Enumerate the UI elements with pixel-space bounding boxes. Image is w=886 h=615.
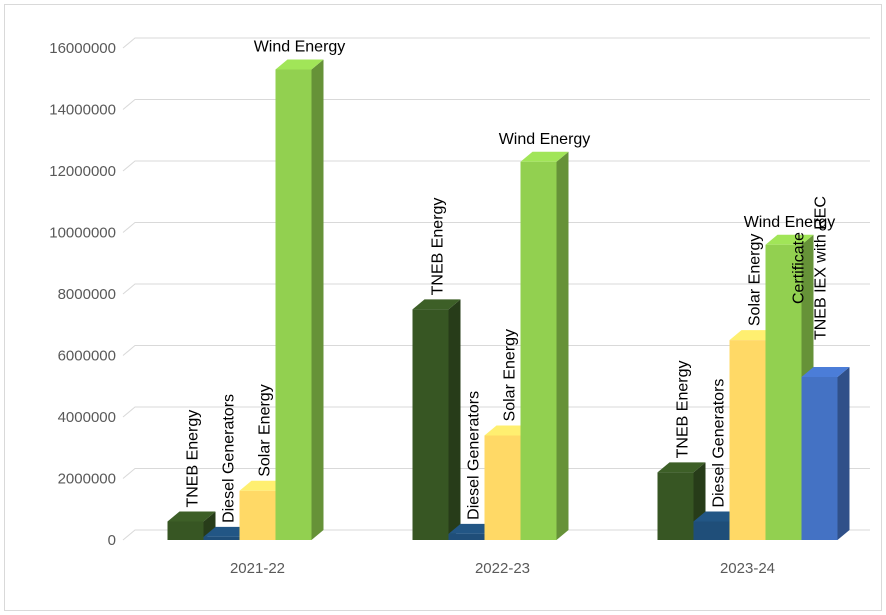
bar-face — [801, 377, 838, 540]
grid-line — [122, 529, 870, 541]
data-label: Solar Energy — [502, 329, 519, 422]
y-tick-label: 0 — [108, 532, 116, 549]
bar-face — [448, 299, 461, 540]
x-tick-label: 2022-23 — [475, 560, 530, 577]
y-tick-label: 8000000 — [58, 286, 116, 303]
data-label: TNEB Energy — [185, 410, 202, 508]
data-label: Wind Energy — [254, 39, 346, 56]
bar-face — [167, 521, 204, 540]
bar-face — [657, 462, 706, 473]
bar-face — [801, 367, 850, 378]
data-label: TNEB Energy — [430, 198, 447, 296]
bar-face — [311, 59, 324, 541]
grid-line — [122, 468, 870, 479]
data-label: Diesel Generators — [221, 394, 238, 523]
grid-line — [122, 283, 870, 295]
bar-face — [765, 244, 802, 541]
bar-face — [657, 472, 694, 540]
bar — [412, 299, 461, 540]
bar-face — [448, 533, 485, 540]
grid-line — [122, 345, 870, 356]
bar-face — [556, 151, 569, 540]
bar-face — [520, 151, 569, 162]
y-tick-label: 12000000 — [49, 163, 116, 180]
bar-face — [837, 367, 850, 540]
bar — [167, 511, 216, 540]
data-label: Diesel Generators — [466, 391, 483, 520]
y-tick-label: 2000000 — [58, 471, 116, 488]
data-label: Wind Energy — [499, 131, 591, 148]
bar — [801, 367, 850, 540]
bar-face — [203, 511, 216, 540]
bar — [520, 151, 569, 540]
data-label: Solar Energy — [257, 384, 274, 477]
data-label: TNEB IEX with RECCertificate — [791, 196, 830, 340]
data-label: Diesel Generators — [711, 379, 728, 508]
bar-face — [765, 234, 814, 245]
grid-line — [122, 406, 870, 418]
bar-face — [693, 521, 730, 540]
grid-line — [122, 99, 870, 110]
grid-line — [122, 37, 870, 49]
bar — [275, 59, 324, 541]
x-tick-label: 2023-24 — [720, 560, 775, 577]
grid-line — [122, 160, 870, 172]
y-tick-label: 4000000 — [58, 409, 116, 426]
bar-face — [520, 161, 557, 540]
y-tick-label: 10000000 — [49, 225, 116, 242]
data-label: Wind Energy — [744, 214, 836, 231]
y-tick-label: 6000000 — [58, 348, 116, 365]
grid-line — [122, 222, 870, 233]
y-tick-label: 14000000 — [49, 102, 116, 119]
y-tick-label: 16000000 — [49, 40, 116, 57]
bar-face — [729, 340, 766, 540]
bar-face — [484, 435, 521, 540]
bar-face — [239, 490, 276, 540]
data-label: TNEB Energy — [675, 361, 692, 459]
bar-face — [275, 69, 312, 541]
bar-face — [203, 536, 240, 540]
bar-face — [412, 299, 461, 310]
x-tick-label: 2021-22 — [230, 560, 285, 577]
bar-face — [275, 59, 324, 70]
bar-face — [167, 511, 216, 522]
data-label: Solar Energy — [747, 234, 764, 327]
bar-face — [412, 309, 449, 540]
